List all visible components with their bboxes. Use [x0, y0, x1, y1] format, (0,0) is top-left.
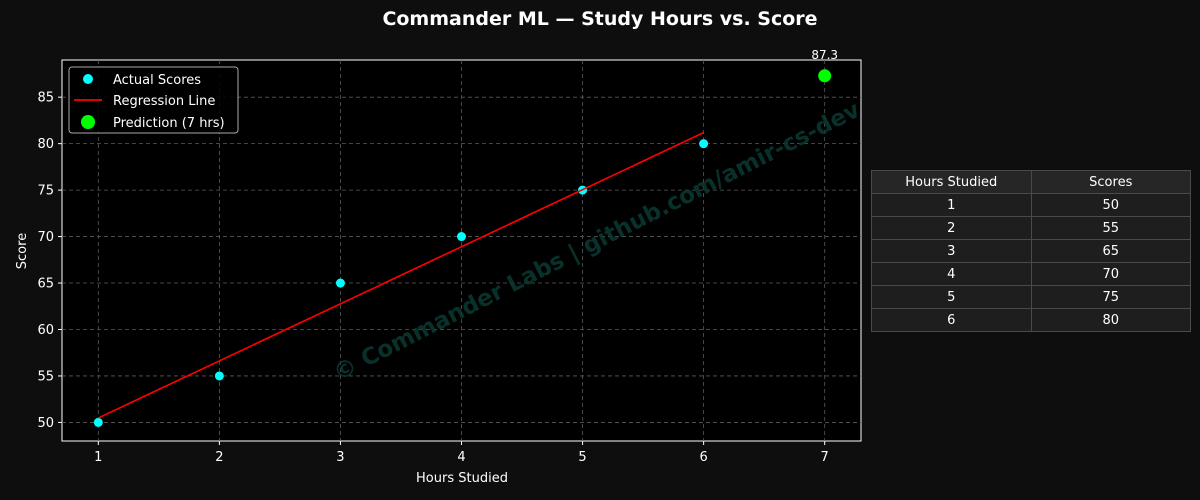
x-tick-label: 4 [457, 450, 465, 465]
table-cell-hours: 1 [871, 193, 1032, 217]
data-point-actual-scores [699, 139, 709, 149]
series-line-regression-line [97, 131, 704, 419]
table-cell-score: 70 [1030, 262, 1191, 286]
table-cell-hours: 5 [871, 285, 1032, 309]
y-tick-label: 50 [37, 416, 54, 431]
table-cell-hours: 4 [871, 262, 1032, 286]
y-tick-label: 55 [37, 369, 54, 384]
legend-label-regression-line: Regression Line [113, 94, 215, 109]
table-header-row: Hours Studied Scores [871, 170, 1191, 194]
legend-label-actual-scores: Actual Scores [113, 73, 201, 88]
legend-marker-prediction [81, 115, 95, 129]
table-row: 1 50 [871, 193, 1191, 217]
table-row: 6 80 [871, 308, 1191, 332]
table-header-scores: Scores [1030, 170, 1191, 194]
data-point-actual-scores [335, 278, 345, 288]
table-row: 2 55 [871, 216, 1191, 240]
x-tick-label: 6 [699, 450, 707, 465]
x-tick-label: 2 [215, 450, 223, 465]
legend-marker-actual-scores [83, 74, 93, 84]
data-point-prediction-7-hrs [818, 69, 832, 83]
table-cell-hours: 6 [871, 308, 1032, 332]
y-tick-label: 75 [37, 184, 54, 199]
table-cell-score: 50 [1030, 193, 1191, 217]
table-row: 3 65 [871, 239, 1191, 263]
series-layer [93, 69, 832, 427]
table-cell-score: 55 [1030, 216, 1191, 240]
y-axis-label: Score [15, 233, 30, 269]
x-axis-label: Hours Studied [416, 471, 508, 486]
data-table: Hours Studied Scores 1 50 2 55 3 65 4 70 [871, 170, 1191, 332]
y-tick-label: 60 [37, 323, 54, 338]
table-header-hours: Hours Studied [871, 170, 1032, 194]
table-cell-score: 65 [1030, 239, 1191, 263]
table-cell-hours: 2 [871, 216, 1032, 240]
x-tick-label: 3 [336, 450, 344, 465]
y-tick-label: 85 [37, 91, 54, 106]
data-point-actual-scores [457, 232, 466, 242]
x-tick-label: 1 [94, 450, 102, 465]
ticks-layer: 1 2 3 4 5 6 7 50 55 60 65 70 75 80 85 [37, 91, 828, 465]
x-tick-label: 7 [821, 450, 829, 465]
y-tick-label: 80 [37, 137, 54, 152]
y-tick-label: 65 [37, 277, 54, 292]
annotation-label: 87.3 [811, 48, 838, 62]
table-row: 5 75 [871, 285, 1191, 309]
table-row: 4 70 [871, 262, 1191, 286]
legend: Actual Scores Regression Line Prediction… [68, 66, 239, 134]
legend-box [68, 66, 239, 134]
table-cell-score: 80 [1030, 308, 1191, 332]
annotation-layer: 87.3 [811, 48, 838, 62]
y-tick-label: 70 [37, 230, 54, 245]
data-point-actual-scores [214, 371, 224, 381]
x-tick-label: 5 [578, 450, 586, 465]
chart-title: Commander ML — Study Hours vs. Score [382, 8, 817, 30]
table-cell-hours: 3 [871, 239, 1032, 263]
table-cell-score: 75 [1030, 285, 1191, 309]
data-point-actual-scores [93, 417, 103, 427]
legend-label-prediction: Prediction (7 hrs) [113, 116, 225, 131]
